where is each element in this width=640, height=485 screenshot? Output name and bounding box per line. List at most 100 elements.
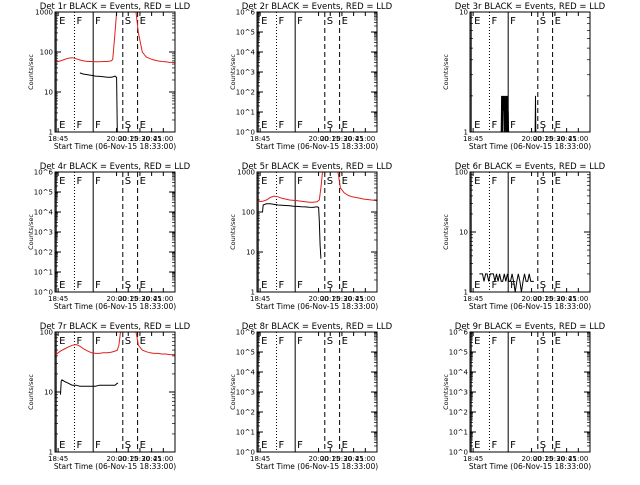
x-tick-label: 20:30 [130, 135, 150, 143]
y-tick-label: 10^3 [236, 69, 255, 77]
y-tick-label: 10 [459, 229, 468, 237]
marker-label-top: E [555, 16, 561, 27]
marker-label-top: E [474, 16, 480, 27]
marker-label-bottom: E [261, 280, 267, 291]
x-tick-label: 20:15 [320, 455, 340, 463]
marker-label-top: F [491, 336, 497, 347]
marker-label-bottom: S [327, 120, 333, 131]
x-tick-label: 20:00 [308, 455, 328, 463]
x-axis-label: Start Time (06-Nov-15 18:33:00) [469, 302, 591, 311]
panel-8r: Det 8r BLACK = Events, RED = LLDEEFFFFSS… [229, 322, 393, 471]
marker-label-top: F [510, 16, 516, 27]
marker-label-top: E [140, 336, 146, 347]
marker-label-top: S [540, 176, 546, 187]
x-tick-label: 20:30 [332, 135, 352, 143]
marker-label-bottom: E [59, 440, 65, 451]
marker-label-bottom: F [76, 120, 82, 131]
x-axis-label: Start Time (06-Nov-15 18:33:00) [256, 462, 378, 471]
marker-label-top: F [297, 16, 303, 27]
marker-label-top: E [474, 336, 480, 347]
y-axis-label: Counts/sec [229, 374, 237, 410]
panel-title: Det 9r BLACK = Events, RED = LLD [455, 322, 606, 332]
x-axis-label: Start Time (06-Nov-15 18:33:00) [54, 462, 176, 471]
x-tick-label: 20:00 [521, 135, 541, 143]
marker-label-top: E [261, 16, 267, 27]
x-axis-label: Start Time (06-Nov-15 18:33:00) [54, 142, 176, 151]
marker-label-top: F [510, 176, 516, 187]
marker-label-top: F [297, 176, 303, 187]
marker-label-bottom: E [474, 120, 480, 131]
marker-label-top: S [327, 16, 333, 27]
marker-label-top: E [555, 336, 561, 347]
x-tick-label: 20:45 [142, 455, 162, 463]
marker-label-top: S [327, 176, 333, 187]
marker-label-bottom: E [140, 440, 146, 451]
marker-label-bottom: F [491, 120, 497, 131]
plot-frame [54, 331, 176, 453]
y-axis-label: Counts/sec [442, 214, 450, 250]
series-events [534, 95, 537, 133]
panel-title: Det 1r BLACK = Events, RED = LLD [40, 2, 191, 12]
plot-frame [256, 331, 378, 453]
x-tick-label: 21:00 [355, 455, 375, 463]
marker-label-top: E [474, 176, 480, 187]
panel-4r: Det 4r BLACK = Events, RED = LLDEEFFFFSS… [27, 162, 191, 311]
y-tick-label: 10 [459, 9, 468, 17]
y-tick-label: 10^5 [236, 349, 255, 357]
marker-label-bottom: F [491, 440, 497, 451]
y-tick-label: 10^0 [236, 129, 255, 137]
panel-title: Det 6r BLACK = Events, RED = LLD [455, 162, 606, 172]
y-tick-label: 10^3 [449, 389, 468, 397]
marker-label-top: S [327, 336, 333, 347]
marker-label-bottom: E [555, 280, 561, 291]
y-tick-label: 1 [49, 129, 53, 137]
series-lld [54, 11, 176, 64]
y-tick-label: 10^0 [449, 449, 468, 457]
x-tick-label: 20:45 [142, 295, 162, 303]
x-axis-label: Start Time (06-Nov-15 18:33:00) [469, 142, 591, 151]
x-tick-label: 20:00 [106, 295, 126, 303]
panel-title: Det 7r BLACK = Events, RED = LLD [40, 322, 191, 332]
panel-2r: Det 2r BLACK = Events, RED = LLDEEFFFFSS… [229, 2, 393, 151]
x-tick-label: 20:15 [320, 295, 340, 303]
y-tick-label: 10^1 [34, 269, 53, 277]
x-tick-label: 18:45 [463, 135, 483, 143]
x-tick-label: 20:15 [533, 455, 553, 463]
marker-label-top: F [491, 176, 497, 187]
x-tick-label: 18:45 [250, 135, 270, 143]
x-tick-label: 20:30 [332, 295, 352, 303]
panel-3r: Det 3r BLACK = Events, RED = LLDEEFFFFSS… [442, 2, 606, 151]
y-tick-label: 1 [464, 289, 468, 297]
marker-label-bottom: S [125, 440, 131, 451]
marker-label-bottom: F [510, 280, 516, 291]
marker-label-top: F [95, 336, 101, 347]
x-tick-label: 21:00 [153, 135, 173, 143]
plot-frame [469, 331, 591, 453]
y-tick-label: 10^2 [449, 409, 468, 417]
y-tick-label: 10^6 [449, 329, 469, 337]
x-tick-label: 20:30 [130, 295, 150, 303]
series-events [262, 203, 322, 259]
marker-label-top: E [140, 176, 146, 187]
y-axis-label: Counts/sec [27, 374, 35, 410]
y-tick-label: 1000 [35, 9, 53, 17]
marker-label-bottom: E [555, 440, 561, 451]
x-tick-label: 20:00 [106, 455, 126, 463]
marker-label-top: F [491, 16, 497, 27]
series-lld [54, 331, 175, 357]
series-events [479, 273, 534, 293]
y-tick-label: 10 [246, 249, 255, 257]
y-tick-label: 1000 [237, 169, 255, 177]
marker-label-bottom: F [510, 440, 516, 451]
x-tick-label: 20:00 [521, 295, 541, 303]
marker-label-bottom: F [278, 120, 284, 131]
marker-label-top: E [59, 16, 65, 27]
x-tick-label: 21:00 [153, 455, 173, 463]
y-axis-label: Counts/sec [27, 214, 35, 250]
marker-label-bottom: F [297, 440, 303, 451]
panel-9r: Det 9r BLACK = Events, RED = LLDEEFFFFSS… [442, 322, 606, 471]
y-tick-label: 10^4 [34, 209, 54, 217]
marker-label-bottom: F [297, 120, 303, 131]
x-tick-label: 20:30 [130, 455, 150, 463]
y-tick-label: 10^5 [34, 189, 53, 197]
